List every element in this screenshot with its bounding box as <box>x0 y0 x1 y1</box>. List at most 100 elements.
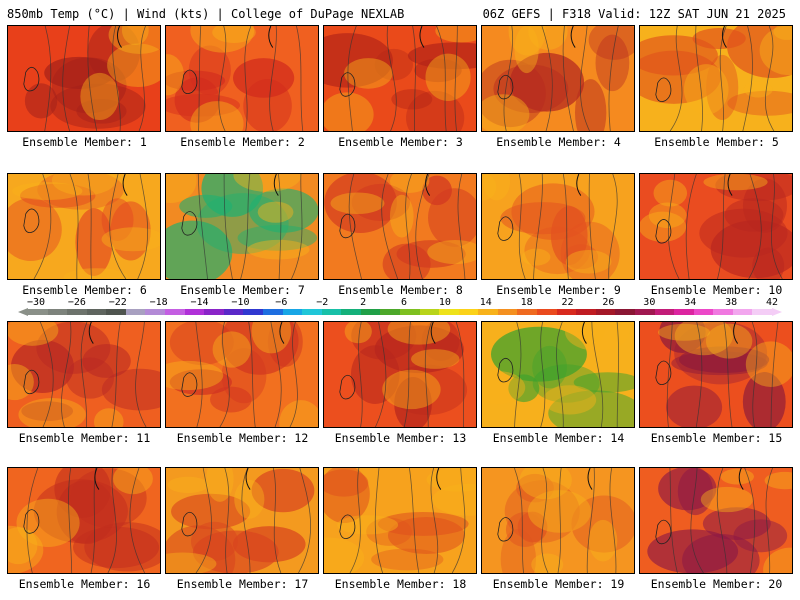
temperature-field <box>8 468 160 573</box>
member-map[interactable] <box>481 173 635 280</box>
temperature-field <box>324 322 476 427</box>
member-label: Ensemble Member: 2 <box>180 135 305 149</box>
temperature-field <box>482 174 634 279</box>
member-map[interactable] <box>639 467 793 574</box>
panel-row-1: Ensemble Member: 1 Ensemble Member: 2 En… <box>7 25 793 155</box>
member-panel: Ensemble Member: 20 <box>639 467 794 597</box>
temperature-field <box>640 468 792 573</box>
temperature-field <box>8 26 160 131</box>
colorbar-tick-label: 22 <box>561 297 574 308</box>
colorbar-segment <box>674 309 694 315</box>
colorbar-tick-label: 2 <box>360 297 367 308</box>
member-map[interactable] <box>7 467 161 574</box>
member-panel: Ensemble Member: 1 <box>7 25 162 155</box>
colorbar-segment <box>497 309 518 315</box>
member-map[interactable] <box>7 25 161 132</box>
temperature-field <box>166 468 318 573</box>
member-label: Ensemble Member: 19 <box>492 577 625 591</box>
member-label: Ensemble Member: 13 <box>334 431 467 445</box>
colorbar-segment <box>321 309 342 315</box>
colorbar-tick-label: 14 <box>479 297 492 308</box>
member-label: Ensemble Member: 5 <box>654 135 779 149</box>
temperature-field <box>324 26 476 131</box>
colorbar-segment <box>517 309 538 315</box>
colorbar-segment <box>165 309 185 315</box>
member-map[interactable] <box>323 25 477 132</box>
member-label: Ensemble Member: 8 <box>338 283 463 297</box>
temperature-colorbar: −30 −26 −22 −18 −14 −10 −6 −2 2 6 10 14 18 22 26 30 34 38… <box>14 297 786 317</box>
colorbar-segment <box>615 309 635 315</box>
colorbar-tick-label: 26 <box>602 297 615 308</box>
member-map[interactable] <box>639 173 793 280</box>
colorbar-segment <box>125 309 146 315</box>
colorbar-segment <box>478 309 498 315</box>
colorbar-segment <box>380 309 400 315</box>
member-map[interactable] <box>165 467 319 574</box>
member-label: Ensemble Member: 17 <box>176 577 309 591</box>
colorbar-tick-label: −2 <box>316 297 329 308</box>
colorbar-tick-label: −26 <box>67 297 86 308</box>
colorbar-tick-label: −18 <box>149 297 168 308</box>
colorbar-tick-labels: −30 −26 −22 −18 −14 −10 −6 −2 2 6 10 14 18 22 26 30 34 38… <box>14 297 786 308</box>
member-label: Ensemble Member: 1 <box>22 135 147 149</box>
colorbar-segment <box>399 309 420 315</box>
colorbar-tick-label: 34 <box>684 297 697 308</box>
temperature-field <box>166 322 318 427</box>
colorbar-strip <box>28 309 772 315</box>
member-panel: Ensemble Member: 3 <box>323 25 478 155</box>
member-panel: Ensemble Member: 19 <box>481 467 636 597</box>
member-map[interactable] <box>165 321 319 428</box>
member-panel: Ensemble Member: 11 <box>7 321 162 451</box>
colorbar-tick-label: −6 <box>275 297 288 308</box>
member-label: Ensemble Member: 18 <box>334 577 467 591</box>
member-map[interactable] <box>7 173 161 280</box>
member-panel: Ensemble Member: 15 <box>639 321 794 451</box>
colorbar-segment <box>302 309 322 315</box>
colorbar-segment <box>576 309 596 315</box>
colorbar-segment <box>595 309 616 315</box>
member-label: Ensemble Member: 9 <box>496 283 621 297</box>
colorbar-segment <box>28 309 48 315</box>
member-panel: Ensemble Member: 8 <box>323 173 478 303</box>
member-map[interactable] <box>323 173 477 280</box>
member-panel: Ensemble Member: 10 <box>639 173 794 303</box>
member-panel: Ensemble Member: 17 <box>165 467 320 597</box>
colorbar-segment <box>439 309 459 315</box>
colorbar-segment <box>341 309 361 315</box>
member-label: Ensemble Member: 6 <box>22 283 147 297</box>
colorbar-segment <box>243 309 263 315</box>
member-map[interactable] <box>165 173 319 280</box>
temperature-field <box>482 322 634 427</box>
member-map[interactable] <box>481 321 635 428</box>
colorbar-tick-label: 18 <box>520 297 533 308</box>
member-map[interactable] <box>7 321 161 428</box>
member-label: Ensemble Member: 15 <box>650 431 783 445</box>
member-map[interactable] <box>323 321 477 428</box>
member-label: Ensemble Member: 14 <box>492 431 625 445</box>
member-label: Ensemble Member: 4 <box>496 135 621 149</box>
member-map[interactable] <box>481 25 635 132</box>
colorbar-tick-label: −30 <box>26 297 46 308</box>
member-panel: Ensemble Member: 14 <box>481 321 636 451</box>
colorbar-segment <box>419 309 440 315</box>
temperature-field <box>166 174 318 279</box>
member-map[interactable] <box>639 25 793 132</box>
colorbar-tick-label: 30 <box>643 297 656 308</box>
member-map[interactable] <box>639 321 793 428</box>
member-panel: Ensemble Member: 16 <box>7 467 162 597</box>
member-label: Ensemble Member: 7 <box>180 283 305 297</box>
member-panel: Ensemble Member: 4 <box>481 25 636 155</box>
member-map[interactable] <box>165 25 319 132</box>
temperature-field <box>482 468 634 573</box>
panel-row-4: Ensemble Member: 16 Ensemble Member: 17 … <box>7 467 793 597</box>
panel-row-2: Ensemble Member: 6 Ensemble Member: 7 En… <box>7 173 793 303</box>
member-panel: Ensemble Member: 6 <box>7 173 162 303</box>
member-map[interactable] <box>481 467 635 574</box>
member-panel: Ensemble Member: 12 <box>165 321 320 451</box>
colorbar-right-arrow-icon <box>772 308 782 316</box>
colorbar-segment <box>713 309 733 315</box>
model-run-info: 06Z GEFS | F318 Valid: 12Z SAT JUN 21 20… <box>482 7 786 21</box>
member-panel: Ensemble Member: 7 <box>165 173 320 303</box>
member-map[interactable] <box>323 467 477 574</box>
colorbar-tick-label: 38 <box>725 297 738 308</box>
